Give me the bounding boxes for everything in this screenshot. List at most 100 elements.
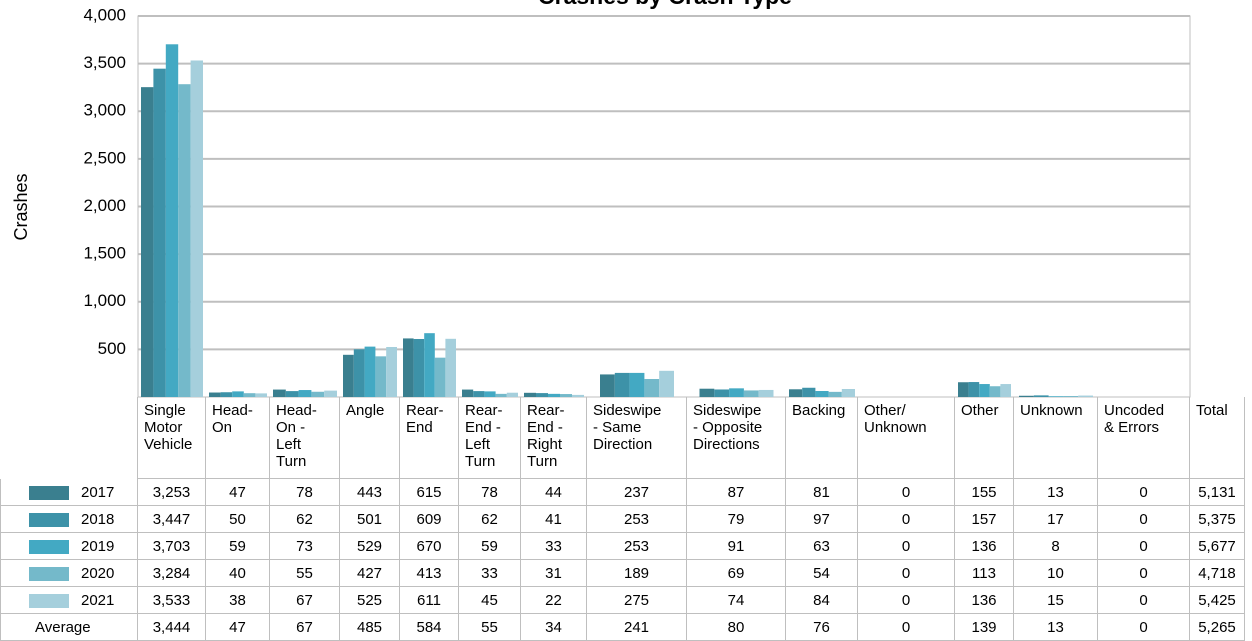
legend-swatch [29,566,69,581]
y-tick-label: 500 [98,339,126,358]
table-average: 485 [340,614,400,641]
bar [841,388,855,397]
bar [600,374,615,397]
table-total: 4,718 [1190,560,1245,587]
table-value: 87 [687,479,786,506]
table-value: 8 [1014,533,1098,560]
bar [298,390,312,397]
table-average: 0 [1098,614,1190,641]
bar [141,87,154,398]
category-header: Head- On - Left Turn [270,397,340,479]
table-average-total: 5,265 [1190,614,1245,641]
bar [536,393,548,397]
bar [815,390,829,397]
average-label: Average [0,614,138,641]
table-average: 76 [786,614,858,641]
bar [968,382,980,397]
bar [699,388,715,397]
bar [758,389,774,397]
table-value: 55 [270,560,340,587]
y-tick-label: 2,500 [83,148,126,167]
bar [484,391,496,397]
bar [462,389,474,397]
table-value: 50 [206,506,270,533]
y-tick-label: 2,000 [83,196,126,215]
legend-label: 2021 [0,587,138,614]
table-value: 0 [1098,479,1190,506]
category-header: Single Motor Vehicle [138,397,206,479]
table-value: 44 [521,479,587,506]
table-value: 78 [270,479,340,506]
table-value: 157 [955,506,1014,533]
bar [495,393,507,397]
bar [165,44,179,398]
table-value: 78 [459,479,521,506]
bar [979,384,990,397]
table-value: 69 [687,560,786,587]
legend-label: 2017 [0,479,138,506]
category-header: Backing [786,397,858,479]
bar [989,386,1001,397]
table-value: 79 [687,506,786,533]
table-value: 3,447 [138,506,206,533]
bar [714,389,730,397]
table-value: 62 [459,506,521,533]
table-value: 670 [400,533,459,560]
table-value: 63 [786,533,858,560]
table-average: 241 [587,614,687,641]
bar [629,372,645,397]
bar [958,382,969,397]
bar [353,349,365,397]
table-total: 5,375 [1190,506,1245,533]
bar [1000,384,1011,397]
y-tick-label: 4,000 [83,5,126,24]
bar [343,354,354,397]
table-value: 54 [786,560,858,587]
bar [1078,395,1093,397]
table-value: 443 [340,479,400,506]
bar [802,387,816,397]
y-axis-label: Crashes [11,173,31,240]
table-average: 0 [858,614,955,641]
bar [403,338,414,397]
legend-swatch [29,539,69,554]
table-value: 33 [521,533,587,560]
table-value: 0 [858,506,955,533]
table-average: 13 [1014,614,1098,641]
table-value: 189 [587,560,687,587]
table-value: 97 [786,506,858,533]
chart-title: Crashes by Crash Type [538,0,792,9]
bar [1063,396,1079,397]
bar [434,357,446,397]
bar [243,393,256,397]
bar [1033,395,1049,397]
table-value: 10 [1014,560,1098,587]
y-tick-label: 1,500 [83,244,126,263]
category-header: Other/ Unknown [858,397,955,479]
legend-swatch [29,593,69,608]
category-header: Rear- End - Right Turn [521,397,587,479]
table-value: 84 [786,587,858,614]
category-header: Sideswipe - Same Direction [587,397,687,479]
table-average: 34 [521,614,587,641]
table-value: 73 [270,533,340,560]
category-header: Rear- End [400,397,459,479]
bar [828,391,842,397]
bar [572,394,584,397]
category-header: Other [955,397,1014,479]
table-average: 139 [955,614,1014,641]
table-value: 3,533 [138,587,206,614]
table-value: 155 [955,479,1014,506]
bar [375,356,387,397]
table-value: 17 [1014,506,1098,533]
table-value: 59 [459,533,521,560]
y-tick-label: 3,500 [83,53,126,72]
y-tick-label: 3,000 [83,101,126,120]
legend-label: 2020 [0,560,138,587]
legend-label: 2018 [0,506,138,533]
category-header: Uncoded & Errors [1098,397,1190,479]
bar [789,389,803,397]
table-average: 3,444 [138,614,206,641]
table-value: 615 [400,479,459,506]
table-value: 113 [955,560,1014,587]
